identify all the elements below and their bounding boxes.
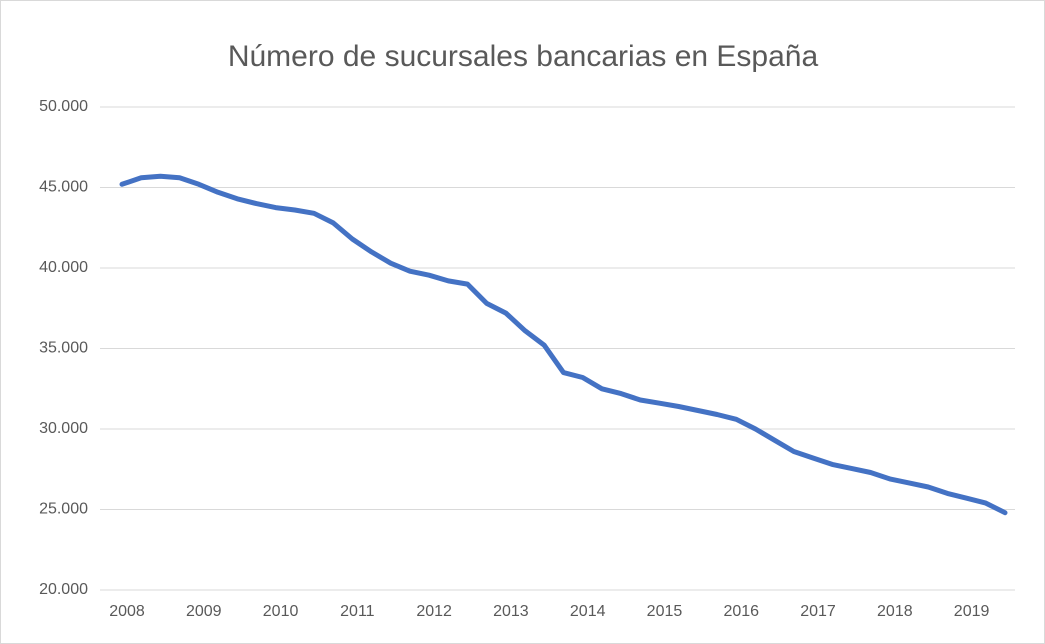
- y-tick-label: 30.000: [39, 420, 88, 437]
- x-tick-label: 2008: [109, 603, 145, 620]
- y-tick-label: 35.000: [39, 340, 88, 357]
- x-tick-label: 2015: [647, 603, 683, 620]
- y-tick-label: 20.000: [39, 581, 88, 598]
- chart-title: Número de sucursales bancarias en España: [228, 40, 819, 73]
- y-tick-label: 45.000: [39, 179, 88, 196]
- x-tick-label: 2019: [954, 603, 990, 620]
- x-tick-label: 2014: [570, 603, 606, 620]
- y-tick-label: 50.000: [39, 98, 88, 115]
- x-tick-label: 2011: [340, 603, 375, 620]
- x-tick-label: 2016: [723, 603, 759, 620]
- x-tick-label: 2018: [877, 603, 913, 620]
- x-tick-label: 2010: [263, 603, 299, 620]
- x-tick-label: 2017: [800, 603, 836, 620]
- x-tick-label: 2009: [186, 603, 222, 620]
- y-tick-label: 40.000: [39, 259, 88, 276]
- x-tick-label: 2013: [493, 603, 529, 620]
- data-line: [119, 173, 1008, 516]
- x-tick-label: 2012: [416, 603, 452, 620]
- y-tick-label: 25.000: [39, 501, 88, 518]
